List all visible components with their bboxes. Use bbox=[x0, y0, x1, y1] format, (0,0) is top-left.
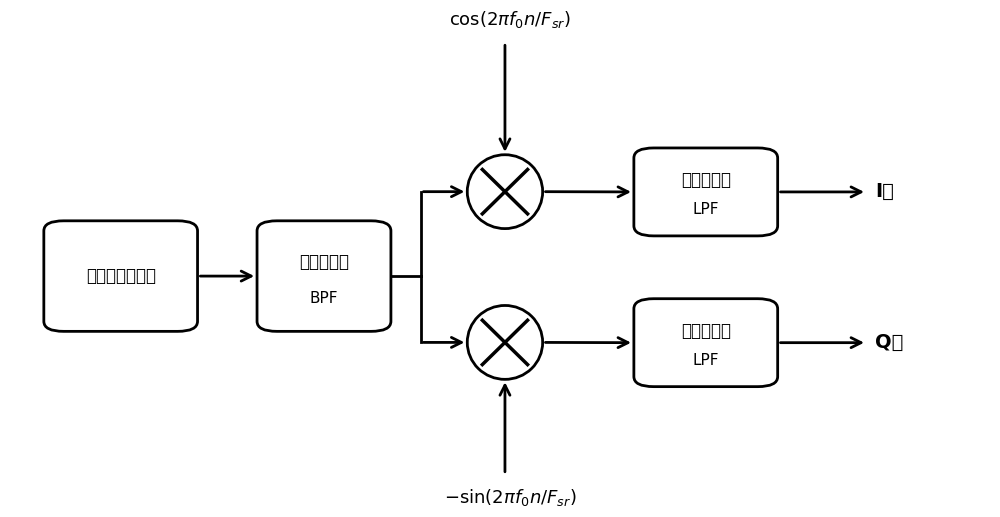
FancyBboxPatch shape bbox=[44, 221, 198, 331]
Text: $\cos(2\pi f_0 n/F_{sr})$: $\cos(2\pi f_0 n/F_{sr})$ bbox=[449, 9, 571, 30]
Text: BPF: BPF bbox=[310, 291, 338, 306]
FancyBboxPatch shape bbox=[257, 221, 391, 331]
Ellipse shape bbox=[467, 306, 543, 379]
FancyBboxPatch shape bbox=[634, 299, 778, 387]
Text: $-\sin(2\pi f_0 n/F_{sr})$: $-\sin(2\pi f_0 n/F_{sr})$ bbox=[444, 487, 576, 508]
Text: I路: I路 bbox=[875, 183, 894, 202]
Text: 低通滤波器: 低通滤波器 bbox=[681, 172, 731, 190]
Text: 混沌序列产生器: 混沌序列产生器 bbox=[86, 267, 156, 285]
FancyBboxPatch shape bbox=[634, 148, 778, 236]
Text: LPF: LPF bbox=[693, 202, 719, 217]
Ellipse shape bbox=[467, 155, 543, 229]
Text: LPF: LPF bbox=[693, 353, 719, 368]
Text: 带通滤波器: 带通滤波器 bbox=[299, 253, 349, 271]
Text: Q路: Q路 bbox=[875, 333, 903, 352]
Text: 低通滤波器: 低通滤波器 bbox=[681, 322, 731, 340]
